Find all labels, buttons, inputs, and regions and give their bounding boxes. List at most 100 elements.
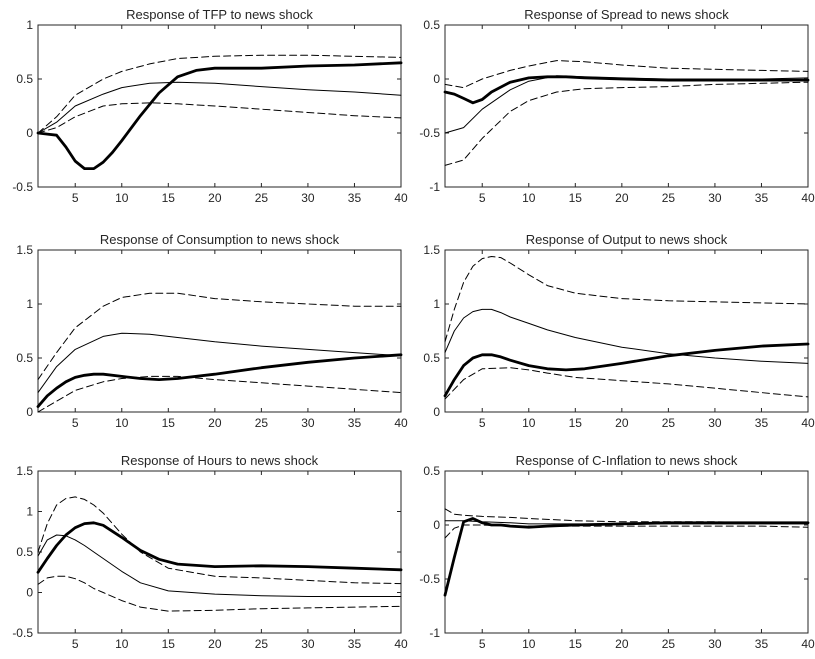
y-tick-label: 1	[26, 505, 33, 519]
axes-box	[37, 249, 402, 413]
y-tick-label: 1	[26, 297, 33, 311]
irf-panel-6: Response of C-Inflation to news shock 5 10…	[419, 453, 815, 651]
series-lower-line	[444, 524, 809, 539]
series-upper-line	[37, 292, 402, 381]
x-tick-label: 20	[615, 637, 629, 651]
panel-title: Response of Spread to news shock	[524, 7, 729, 22]
panel-title: Response of Hours to news shock	[121, 453, 319, 468]
series-median-line	[37, 534, 402, 597]
x-tick-label: 25	[662, 416, 676, 430]
x-tick-label: 20	[615, 191, 629, 205]
series-upper-line	[444, 256, 809, 343]
x-tick-label: 40	[801, 416, 815, 430]
x-tick-label: 15	[162, 191, 176, 205]
y-tick-label: 0	[433, 72, 440, 86]
y-tick-label: 0.5	[16, 351, 33, 365]
x-tick-label: 30	[301, 637, 315, 651]
series-lower-line	[444, 81, 809, 166]
x-tick-label: 40	[801, 637, 815, 651]
x-tick-label: 20	[208, 416, 222, 430]
x-tick-label: 35	[348, 191, 362, 205]
x-tick-label: 35	[755, 637, 769, 651]
series-upper-line	[37, 54, 402, 134]
x-tick-label: 30	[708, 191, 722, 205]
panel-title: Response of C-Inflation to news shock	[516, 453, 738, 468]
x-tick-label: 35	[348, 416, 362, 430]
y-tick-label: 1.5	[423, 243, 440, 257]
x-tick-label: 10	[522, 416, 536, 430]
x-tick-label: 30	[301, 191, 315, 205]
series-model-line	[36, 353, 403, 409]
x-tick-label: 20	[208, 637, 222, 651]
panel-title: Response of Consumption to news shock	[100, 232, 340, 247]
x-tick-label: 20	[615, 416, 629, 430]
x-tick-label: 5	[72, 637, 79, 651]
series-upper-line	[444, 60, 809, 89]
x-tick-label: 25	[662, 191, 676, 205]
y-tick-label: 0	[26, 405, 33, 419]
series-lower-line	[444, 367, 809, 400]
axes-box	[444, 470, 809, 634]
y-tick-label: -0.5	[12, 180, 33, 194]
series-upper-line	[444, 508, 809, 524]
x-tick-label: 35	[755, 416, 769, 430]
axes-box	[444, 24, 809, 188]
x-tick-label: 5	[479, 191, 486, 205]
x-tick-label: 20	[208, 191, 222, 205]
y-tick-label: 1.5	[16, 464, 33, 478]
panel-title: Response of TFP to news shock	[126, 7, 313, 22]
x-tick-label: 10	[522, 191, 536, 205]
x-tick-label: 15	[162, 416, 176, 430]
series-model-line	[443, 517, 810, 597]
y-tick-label: -0.5	[12, 626, 33, 640]
series-model-line	[443, 75, 810, 105]
series-lower-line	[37, 575, 402, 612]
y-tick-label: -1	[429, 180, 440, 194]
series-lower-line	[37, 375, 402, 413]
irf-panel-2: Response of Spread to news shock 5 10 15 20 2…	[419, 7, 815, 205]
y-tick-label: 0	[433, 518, 440, 532]
y-tick-label: 1	[26, 18, 33, 32]
y-tick-label: 1.5	[16, 243, 33, 257]
y-tick-label: 0.5	[423, 464, 440, 478]
x-tick-label: 10	[115, 637, 129, 651]
x-tick-label: 10	[522, 637, 536, 651]
series-model-line	[36, 521, 403, 574]
x-tick-label: 35	[348, 637, 362, 651]
y-tick-label: 0	[26, 586, 33, 600]
panel-title: Response of Output to news shock	[526, 232, 728, 247]
x-tick-label: 15	[162, 637, 176, 651]
axes-box	[37, 24, 402, 188]
series-model-line	[36, 61, 403, 171]
x-tick-label: 40	[394, 191, 408, 205]
x-tick-label: 15	[569, 191, 583, 205]
x-tick-label: 5	[479, 416, 486, 430]
x-tick-label: 30	[301, 416, 315, 430]
y-tick-label: 1	[433, 297, 440, 311]
y-tick-label: 0.5	[423, 18, 440, 32]
x-tick-label: 10	[115, 191, 129, 205]
x-tick-label: 30	[708, 416, 722, 430]
x-tick-label: 5	[72, 191, 79, 205]
series-median-line	[37, 81, 402, 134]
series-model-line	[443, 342, 810, 398]
x-tick-label: 40	[394, 416, 408, 430]
y-tick-label: -0.5	[419, 126, 440, 140]
y-tick-label: 0.5	[423, 351, 440, 365]
x-tick-label: 5	[479, 637, 486, 651]
y-tick-label: 0	[26, 126, 33, 140]
x-tick-label: 40	[801, 191, 815, 205]
y-tick-label: 0.5	[16, 72, 33, 86]
x-tick-label: 30	[708, 637, 722, 651]
axes-box	[37, 470, 402, 634]
x-tick-label: 10	[115, 416, 129, 430]
x-tick-label: 25	[662, 637, 676, 651]
series-median-line	[444, 75, 809, 134]
series-median-line	[37, 332, 402, 394]
axes-box	[444, 249, 809, 413]
